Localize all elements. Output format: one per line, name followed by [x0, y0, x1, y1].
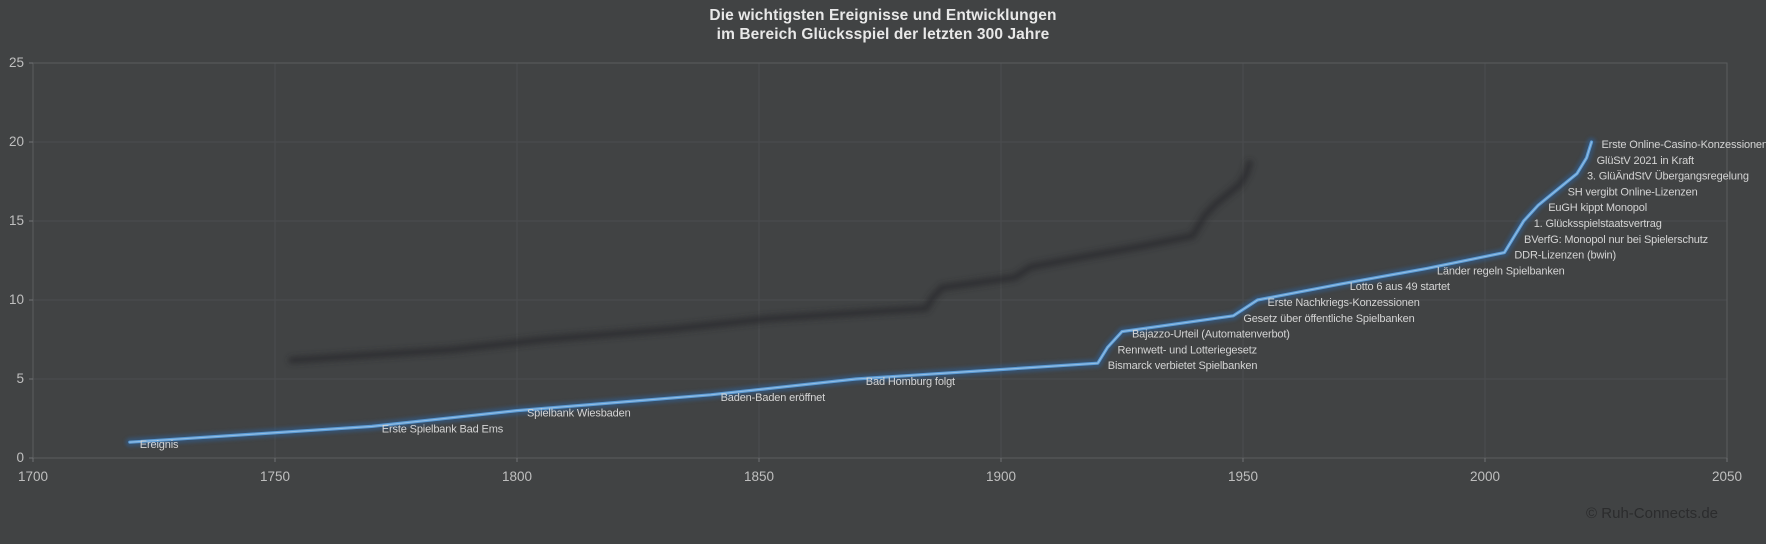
event-labels: Ereignis Erste Spielbank Bad Ems Spielbank…	[140, 139, 1766, 451]
event-line	[125, 137, 1596, 447]
line-shadow	[288, 159, 1254, 365]
event-label: Rennwett- und Lotteriegesetz	[1117, 344, 1257, 356]
chart-title: Die wichtigsten Ereignisse und Entwicklu…	[0, 6, 1766, 44]
chart-title-line1: Die wichtigsten Ereignisse und Entwicklu…	[709, 7, 1057, 24]
event-label: GlüStV 2021 in Kraft	[1597, 155, 1694, 167]
event-label: Baden-Baden eröffnet	[721, 392, 826, 404]
chart-title-line2: im Bereich Glücksspiel der letzten 300 J…	[716, 26, 1050, 43]
event-label: Spielbank Wiesbaden	[527, 408, 631, 420]
y-axis-label: 25	[9, 55, 24, 70]
y-axis-label: 15	[9, 213, 24, 228]
event-label: 3. GlüÄndStV Übergangsregelung	[1587, 171, 1749, 183]
x-axis-label: 1800	[502, 469, 532, 484]
event-label: Ereignis	[140, 439, 179, 451]
shadow-line	[288, 159, 1254, 365]
y-axis-label: 5	[16, 371, 24, 386]
plot-border	[32, 62, 1728, 459]
y-axis-label: 10	[9, 292, 24, 307]
x-axis-label: 1900	[986, 469, 1016, 484]
event-label: SH vergibt Online-Lizenzen	[1568, 186, 1698, 198]
event-label: Länder regeln Spielbanken	[1437, 265, 1565, 277]
plot-frame	[32, 62, 1728, 459]
x-axis-label: 2000	[1470, 469, 1500, 484]
y-axis-label: 0	[16, 450, 24, 465]
shadow-group	[288, 159, 1254, 365]
x-axis-label: 1700	[18, 469, 48, 484]
y-axis-label: 20	[9, 134, 24, 149]
x-axis-label: 1950	[1228, 469, 1258, 484]
event-line-core	[129, 141, 1593, 443]
x-axis-label: 1750	[260, 469, 290, 484]
event-label: BVerfG: Monopol nur bei Spielerschutz	[1524, 234, 1708, 246]
watermark: © Ruh-Connects.de	[1586, 505, 1718, 522]
x-axis-label: 1850	[744, 469, 774, 484]
axis-ticks	[29, 62, 1728, 462]
event-label: Gesetz über öffentliche Spielbanken	[1243, 313, 1414, 325]
event-label: EuGH kippt Monopol	[1548, 202, 1647, 214]
event-label: Bajazzo-Urteil (Automatenverbot)	[1132, 329, 1290, 341]
event-label: Erste Nachkriegs-Konzessionen	[1268, 297, 1420, 309]
event-label: DDR-Lizenzen (bwin)	[1514, 250, 1616, 262]
x-axis-label: 2050	[1712, 469, 1742, 484]
event-label: Bad Homburg folgt	[866, 376, 955, 388]
event-label: 1. Glücksspielstaatsvertrag	[1534, 218, 1662, 230]
event-label: Erste Spielbank Bad Ems	[382, 423, 504, 435]
axis-tick-labels: 1700 1750 1800 1850 1900 1950 2000 2050 0 5 10 15 20…	[9, 55, 1742, 484]
event-label: Bismarck verbietet Spielbanken	[1108, 360, 1258, 372]
event-label: Lotto 6 aus 49 startet	[1350, 281, 1450, 293]
event-label: Erste Online-Casino-Konzessionen	[1601, 139, 1766, 151]
